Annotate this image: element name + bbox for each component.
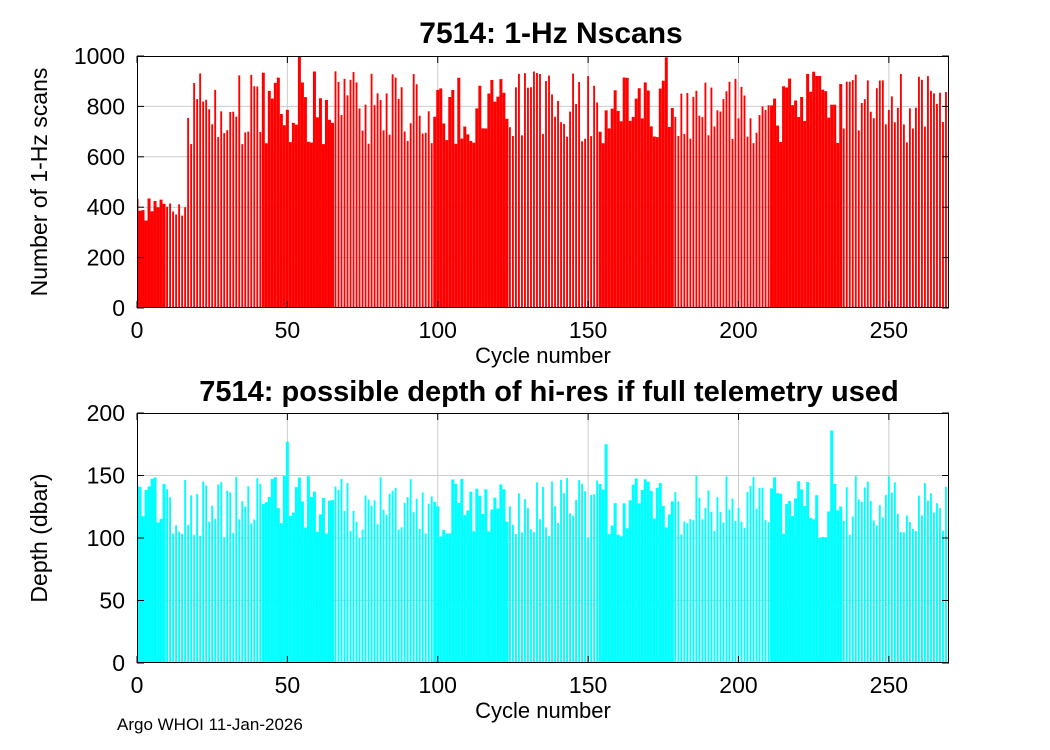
svg-text:200: 200	[719, 672, 757, 698]
svg-text:400: 400	[87, 194, 125, 220]
svg-text:150: 150	[569, 672, 607, 698]
svg-text:0: 0	[112, 650, 125, 676]
svg-text:100: 100	[419, 672, 457, 698]
svg-text:50: 50	[99, 588, 125, 614]
svg-text:Argo WHOI 11-Jan-2026: Argo WHOI 11-Jan-2026	[117, 715, 303, 734]
svg-text:Number of 1-Hz scans: Number of 1-Hz scans	[26, 68, 52, 297]
svg-text:150: 150	[569, 317, 607, 343]
svg-text:250: 250	[870, 317, 908, 343]
svg-text:200: 200	[719, 317, 757, 343]
svg-text:100: 100	[419, 317, 457, 343]
svg-text:7514: 1-Hz Nscans: 7514: 1-Hz Nscans	[419, 17, 682, 50]
svg-text:Cycle number: Cycle number	[475, 343, 611, 368]
svg-text:7514: possible depth of hi-res: 7514: possible depth of hi-res if full t…	[199, 376, 898, 408]
svg-text:0: 0	[131, 672, 144, 698]
svg-text:0: 0	[131, 317, 144, 343]
svg-text:250: 250	[870, 672, 908, 698]
svg-text:50: 50	[275, 672, 301, 698]
svg-text:800: 800	[87, 93, 125, 119]
svg-text:1000: 1000	[74, 43, 125, 69]
svg-text:200: 200	[87, 400, 125, 426]
svg-text:Cycle number: Cycle number	[475, 698, 611, 723]
svg-text:600: 600	[87, 144, 125, 170]
svg-text:200: 200	[87, 245, 125, 271]
svg-text:0: 0	[112, 295, 125, 321]
svg-text:50: 50	[275, 317, 301, 343]
svg-text:100: 100	[87, 525, 125, 551]
svg-text:150: 150	[87, 463, 125, 489]
svg-text:Depth (dbar): Depth (dbar)	[26, 473, 52, 602]
